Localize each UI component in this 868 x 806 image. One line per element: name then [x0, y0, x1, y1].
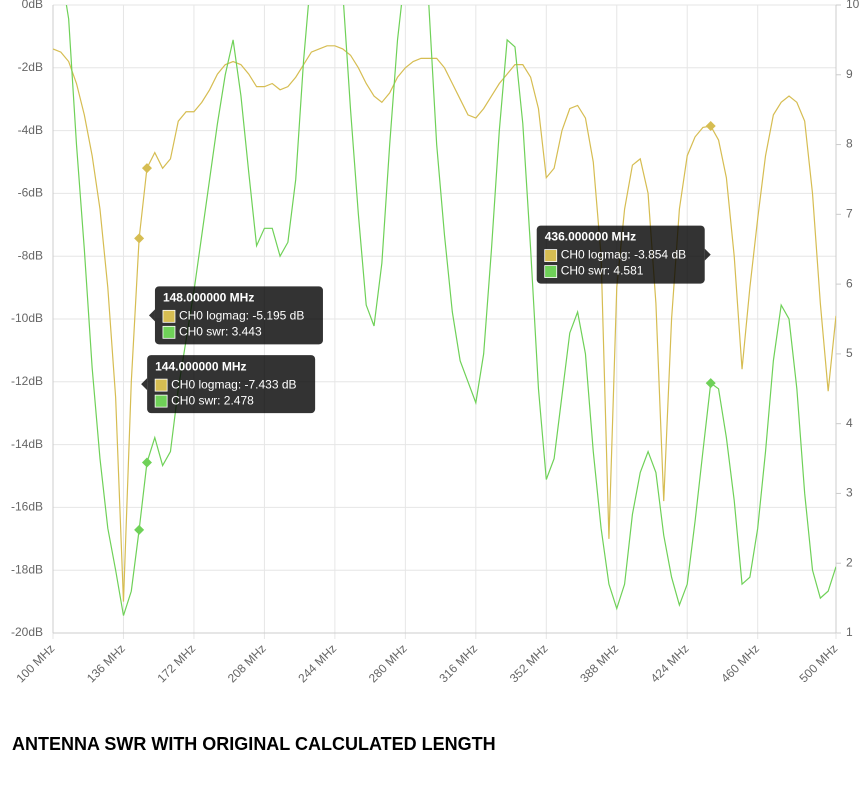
- y2-tick-label: 3: [846, 486, 853, 500]
- grid: -20dB -18dB -16dB -14dB -12dB -10dB -8dB -6dB -4…: [11, 0, 860, 685]
- tooltip: 148.000000 MHz CH0 logmag: -5.195 dB CH0 s…: [148, 286, 323, 345]
- y-tick-label: -12dB: [11, 374, 43, 388]
- y2-tick-label: 7: [846, 207, 853, 221]
- tooltip-line: CH0 swr: 2.478: [171, 393, 254, 407]
- y2-tick-label: 2: [846, 555, 853, 569]
- y-tick-label: -18dB: [11, 562, 43, 576]
- highlight-point: [705, 121, 716, 132]
- x-tick-label: 208 MHz: [225, 641, 269, 685]
- tooltip-line: CH0 logmag: -5.195 dB: [179, 308, 304, 322]
- y-tick-label: -2dB: [18, 60, 43, 74]
- tooltip-line: CH0 logmag: -3.854 dB: [561, 248, 686, 262]
- tooltip-title: 148.000000 MHz: [163, 290, 254, 304]
- y-tick-label: -8dB: [18, 248, 43, 262]
- y2-tick-label: 8: [846, 137, 853, 151]
- y-tick-label: -6dB: [18, 186, 43, 200]
- y2-tick-label: 5: [846, 346, 853, 360]
- highlight-point: [705, 378, 716, 389]
- tooltip-box: [154, 286, 323, 345]
- highlight-point: [141, 163, 152, 174]
- tooltip-swatch: [544, 265, 558, 278]
- tooltip-swatch: [154, 394, 168, 408]
- tooltip-arrow: [141, 378, 148, 391]
- y-tick-label: 0dB: [22, 0, 43, 11]
- x-tick-label: 136 MHz: [84, 641, 128, 685]
- tooltip: 436.000000 MHz CH0 logmag: -3.854 dB CH0 s…: [536, 225, 711, 284]
- chart-title: ANTENNA SWR WITH ORIGINAL CALCULATED LEN…: [12, 734, 496, 754]
- y2-tick-label: 4: [846, 416, 853, 430]
- x-tick-label: 316 MHz: [436, 641, 480, 685]
- tooltip-box: [536, 225, 705, 284]
- highlight-point: [134, 233, 145, 244]
- tooltip-swatch: [162, 325, 176, 339]
- x-tick-label: 500 MHz: [797, 641, 841, 685]
- y-tick-label: -20dB: [11, 625, 43, 639]
- tooltip-line: CH0 swr: 4.581: [561, 264, 644, 278]
- tooltip-title: 436.000000 MHz: [545, 230, 636, 244]
- tooltip-arrow: [148, 309, 155, 322]
- tooltip-box: [147, 355, 316, 414]
- x-tick-label: 352 MHz: [507, 641, 551, 685]
- y2-tick-label: 1: [846, 625, 853, 639]
- y-tick-label: -4dB: [18, 123, 43, 137]
- x-tick-label: 460 MHz: [718, 641, 762, 685]
- x-tick-label: 424 MHz: [648, 641, 692, 685]
- y-tick-label: -10dB: [11, 311, 43, 325]
- y2-tick-label: 6: [846, 276, 853, 290]
- series-line: [53, 45, 836, 602]
- y-tick-label: -16dB: [11, 500, 43, 514]
- highlight-point: [141, 457, 152, 468]
- tooltip-swatch: [162, 309, 176, 323]
- tooltip-arrow: [704, 248, 711, 261]
- tooltip-swatch: [154, 378, 168, 392]
- tooltip-swatch: [544, 249, 558, 262]
- tooltip: 144.000000 MHz CH0 logmag: -7.433 dB CH0 s…: [141, 355, 316, 414]
- x-tick-label: 388 MHz: [577, 641, 621, 685]
- tooltip-line: CH0 swr: 3.443: [179, 324, 262, 338]
- highlight-point: [134, 524, 145, 535]
- tooltip-title: 144.000000 MHz: [155, 359, 246, 373]
- tooltip-line: CH0 logmag: -7.433 dB: [171, 377, 296, 391]
- y2-tick-label: 10: [846, 0, 860, 11]
- x-tick-label: 100 MHz: [14, 641, 58, 685]
- y2-tick-label: 9: [846, 67, 853, 81]
- x-tick-label: 280 MHz: [366, 641, 410, 685]
- x-tick-label: 172 MHz: [154, 641, 198, 685]
- overlay: 148.000000 MHz CH0 logmag: -5.195 dB CH0 s…: [134, 121, 716, 535]
- y-tick-label: -14dB: [11, 437, 43, 451]
- x-tick-label: 244 MHz: [295, 641, 339, 685]
